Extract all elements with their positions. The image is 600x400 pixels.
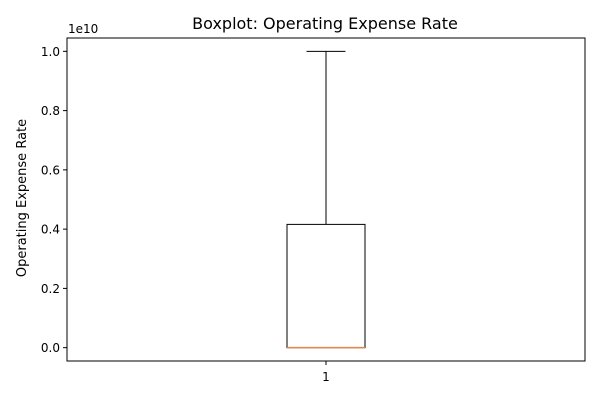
y-tick-label: 0.4: [41, 223, 60, 237]
y-tick-label: 1.0: [41, 45, 60, 59]
y-tick-label: 0.2: [41, 282, 60, 296]
y-offset-label: 1e10: [68, 22, 98, 36]
chart-title: Boxplot: Operating Expense Rate: [192, 14, 458, 33]
y-tick-label: 0.8: [41, 104, 60, 118]
x-axis-ticks: 1: [322, 361, 330, 384]
y-tick-label: 0.0: [41, 341, 60, 355]
y-axis-ticks: 0.0 0.2 0.4 0.6 0.8 1.0: [41, 45, 67, 355]
y-tick-label: 0.6: [41, 163, 60, 177]
box-series: [286, 50, 366, 349]
y-axis-label: Operating Expense Rate: [15, 119, 30, 277]
x-tick-label: 1: [322, 370, 330, 384]
plot-frame: [66, 37, 586, 362]
